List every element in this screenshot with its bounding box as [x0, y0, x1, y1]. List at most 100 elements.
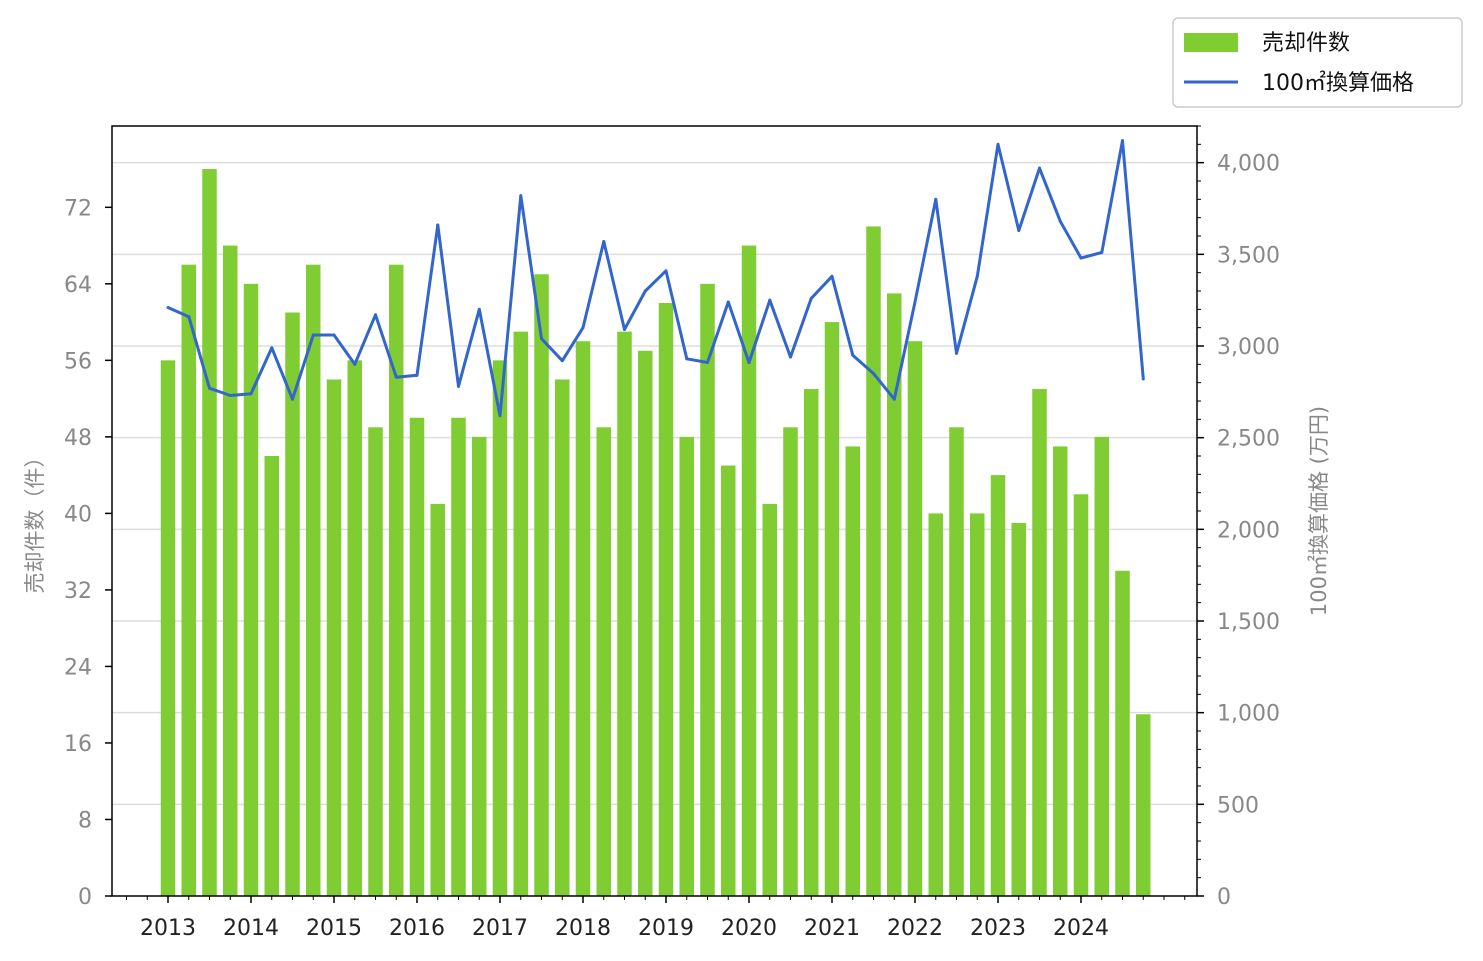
line-point — [1100, 251, 1104, 254]
right-tick-label: 3,500 — [1217, 243, 1280, 268]
line-point — [166, 306, 170, 309]
bar — [1136, 714, 1151, 896]
left-axis: 0 8 16 24 32 40 48 56 64 72 — [64, 196, 112, 910]
bar — [347, 360, 362, 896]
price-line — [167, 139, 1145, 418]
bar — [824, 322, 840, 897]
line-point — [996, 142, 1000, 146]
legend: 売却件数 100㎡換算価格 — [1172, 17, 1463, 108]
bar — [1053, 446, 1068, 896]
right-tick-label: 4,000 — [1217, 152, 1280, 177]
line-point — [353, 362, 357, 366]
bar — [1115, 570, 1130, 896]
line-point — [540, 337, 543, 341]
bar — [451, 417, 466, 896]
right-tick-label: 500 — [1217, 793, 1259, 818]
line-point — [768, 298, 772, 302]
line-point — [415, 373, 419, 377]
line-point — [311, 333, 315, 337]
line-point — [706, 361, 709, 364]
line-point — [602, 240, 606, 243]
line-point — [685, 357, 689, 361]
bar — [555, 379, 570, 896]
x-tick-label: 2015 — [306, 916, 362, 941]
bar — [1011, 522, 1026, 896]
bar — [534, 274, 549, 896]
bar — [430, 503, 445, 896]
bar — [326, 379, 342, 896]
bar — [223, 245, 238, 897]
line-point — [726, 300, 730, 304]
left-axis-title: 売却件数（件） — [23, 447, 47, 594]
line-point — [270, 346, 274, 350]
left-tick-label: 64 — [64, 273, 92, 298]
right-tick-label: 0 — [1217, 885, 1231, 910]
left-tick-label: 16 — [64, 732, 92, 757]
bar — [679, 436, 694, 896]
legend-label-line: 100㎡換算価格 — [1262, 70, 1414, 96]
x-tick-label: 2014 — [223, 916, 279, 941]
left-tick-label: 56 — [64, 349, 92, 374]
line-point — [975, 274, 979, 278]
right-tick-label: 1,000 — [1217, 702, 1280, 727]
line-point — [1121, 139, 1124, 143]
right-axis: 0 500 1,000 1,500 2,000 2,500 3,000 3,500 4,000 — [1197, 125, 1280, 910]
bar — [181, 264, 196, 896]
bar — [409, 417, 425, 896]
bar — [721, 465, 736, 896]
bar — [368, 427, 383, 896]
bar — [1094, 436, 1109, 896]
x-tick-label: 2024 — [1053, 916, 1109, 941]
right-tick-label: 2,500 — [1217, 427, 1280, 452]
line-point — [457, 384, 460, 388]
bar — [804, 389, 819, 896]
right-tick-label: 3,000 — [1217, 335, 1280, 360]
bar — [1073, 494, 1089, 896]
right-tick-label: 2,000 — [1217, 518, 1280, 543]
x-tick-label: 2016 — [389, 916, 445, 941]
line-point — [747, 361, 751, 364]
line-point — [830, 274, 834, 278]
left-tick-label: 0 — [78, 885, 92, 910]
line-point — [664, 269, 668, 273]
line-series — [166, 139, 1145, 418]
bar — [285, 312, 300, 896]
bar — [492, 360, 508, 896]
bar — [202, 169, 217, 897]
x-tick-label: 2020 — [721, 916, 777, 941]
line-point — [623, 328, 626, 331]
left-tick-label: 48 — [64, 426, 92, 451]
x-tick-label: 2017 — [472, 916, 528, 941]
bar — [907, 341, 923, 896]
line-point — [1079, 256, 1083, 260]
line-point — [436, 223, 440, 227]
line-point — [187, 315, 191, 319]
line-point — [934, 197, 938, 201]
bar — [513, 331, 528, 896]
bar — [264, 456, 279, 896]
bar — [638, 350, 653, 897]
bar-series — [160, 169, 1151, 897]
line-point — [374, 313, 377, 317]
line-point — [560, 359, 564, 363]
right-tick-label: 1,500 — [1217, 610, 1280, 635]
bar — [596, 427, 611, 896]
x-tick-label: 2021 — [804, 916, 860, 941]
line-point — [1058, 219, 1062, 223]
left-tick-label: 40 — [64, 502, 92, 527]
bar — [741, 245, 757, 897]
bar — [389, 264, 404, 896]
line-point — [498, 414, 502, 418]
bar — [762, 503, 777, 896]
bar — [243, 283, 259, 897]
bar — [472, 436, 487, 896]
line-point — [208, 386, 211, 390]
bar — [887, 293, 902, 896]
x-tick-label: 2013 — [140, 916, 196, 941]
x-tick-label: 2023 — [970, 916, 1026, 941]
bar — [928, 513, 943, 896]
line-point — [477, 307, 481, 311]
x-tick-label: 2019 — [638, 916, 694, 941]
bar — [866, 226, 881, 896]
